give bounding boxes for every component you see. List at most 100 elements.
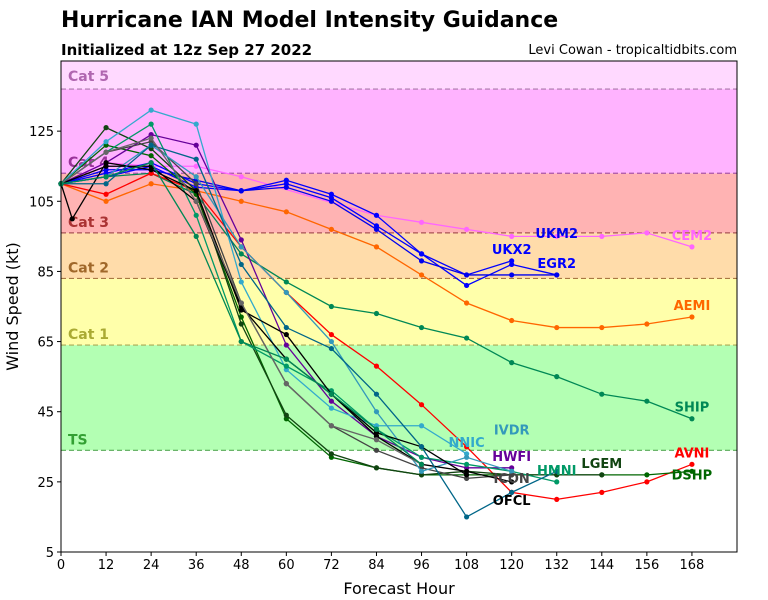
data-point [103, 139, 109, 145]
x-tick-label: 60 [278, 558, 295, 573]
data-point [373, 426, 380, 432]
data-point [373, 363, 380, 369]
data-point [689, 468, 695, 474]
x-tick-label: 48 [233, 558, 250, 573]
y-tick-label: 125 [29, 125, 54, 140]
series-label: AEMI [674, 299, 711, 314]
data-point [418, 324, 425, 331]
data-point [148, 121, 154, 127]
data-point [193, 142, 199, 148]
x-tick-label: 168 [680, 558, 705, 573]
data-point [283, 324, 289, 331]
data-point [599, 324, 605, 331]
data-point [238, 279, 244, 285]
data-point [464, 472, 470, 478]
series-unlabeled-18 [58, 160, 425, 467]
series-label: UKX2 [492, 243, 532, 258]
band-cat-4 [61, 89, 737, 174]
data-point [689, 416, 695, 422]
y-tick-label: 65 [37, 336, 54, 351]
data-point [373, 226, 380, 232]
data-point [599, 489, 605, 495]
x-tick-label: 36 [188, 558, 205, 573]
series-label: SHIP [675, 401, 710, 416]
data-point [328, 423, 334, 429]
data-point [464, 514, 470, 520]
band-cat-5 [61, 61, 737, 90]
chart-credit: Levi Cowan - tropicaltidbits.com [528, 43, 737, 58]
data-point [238, 237, 244, 243]
y-tick-label: 85 [37, 265, 54, 280]
data-point [418, 444, 425, 450]
x-tick-label: 24 [143, 558, 160, 573]
band-label: Cat 5 [68, 69, 109, 85]
data-point [418, 258, 425, 264]
data-point [193, 233, 199, 239]
series-label: HWFI [492, 450, 531, 465]
data-point [464, 444, 470, 450]
series-label: DSHP [672, 468, 713, 483]
data-point [283, 184, 289, 190]
data-point [554, 374, 560, 380]
series-label: UKM2 [535, 227, 578, 242]
data-point [644, 398, 650, 404]
data-point [418, 468, 425, 474]
data-point [238, 307, 244, 313]
data-point [193, 174, 199, 180]
data-point [554, 496, 560, 502]
data-point [464, 226, 470, 232]
x-tick-label: 12 [98, 558, 115, 573]
y-axis-label: Wind Speed (kt) [3, 242, 22, 371]
data-point [193, 181, 199, 187]
data-point [328, 345, 334, 352]
data-point [328, 226, 334, 232]
data-point [509, 468, 515, 474]
data-point [554, 233, 560, 239]
data-point [464, 335, 470, 341]
data-point [373, 212, 380, 218]
data-point [509, 489, 515, 495]
data-point [328, 405, 334, 411]
data-point [373, 244, 380, 250]
data-point [148, 153, 154, 159]
data-point [193, 198, 199, 204]
data-point [328, 338, 334, 345]
data-point [103, 198, 109, 204]
data-point [464, 282, 470, 289]
data-point [373, 310, 380, 317]
data-point [238, 174, 244, 180]
data-point [599, 233, 605, 239]
y-tick-label: 45 [37, 406, 54, 421]
y-tick-label: 5 [46, 546, 54, 561]
data-point [689, 244, 695, 250]
data-point [418, 272, 425, 278]
data-point [193, 163, 199, 169]
data-point [689, 314, 695, 320]
data-point [238, 300, 244, 306]
series-label: AVNI [674, 446, 709, 461]
band-label: Cat 2 [68, 260, 109, 276]
series-line [61, 144, 558, 518]
data-point [283, 331, 289, 338]
data-point [418, 251, 425, 257]
data-point [148, 142, 154, 148]
x-tick-label: 84 [368, 558, 385, 573]
series-label: EGR2 [537, 257, 576, 272]
data-point [193, 188, 199, 194]
band-label: Cat 3 [68, 215, 109, 231]
data-point [238, 198, 244, 204]
data-point [599, 391, 605, 397]
series-label: ICON [494, 472, 530, 487]
x-tick-label: 108 [454, 558, 479, 573]
data-point [599, 472, 605, 478]
data-point [193, 121, 199, 127]
data-point [418, 219, 425, 225]
data-point [103, 149, 109, 155]
series-line [60, 109, 467, 455]
data-point [283, 412, 289, 418]
x-axis-label: Forecast Hour [343, 579, 455, 598]
data-point [238, 244, 244, 250]
data-point [238, 261, 244, 268]
data-point [373, 465, 380, 471]
